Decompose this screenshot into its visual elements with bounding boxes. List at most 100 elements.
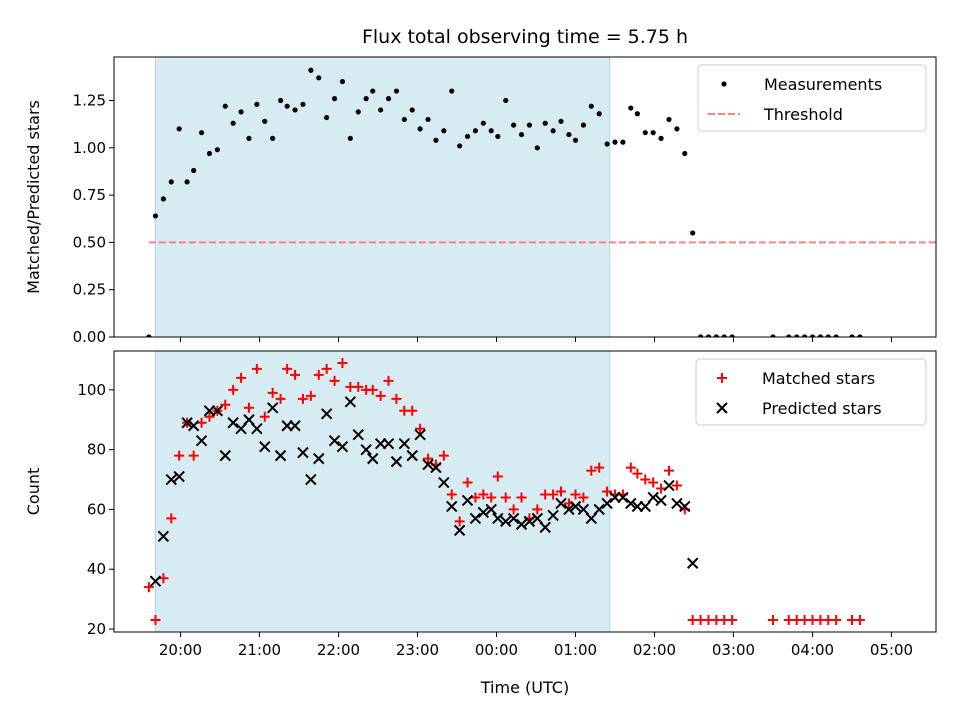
- data-point: [697, 334, 704, 337]
- data-point: [166, 513, 177, 524]
- data-point: [515, 518, 528, 531]
- data-point: [433, 137, 439, 143]
- x-tick-label: 01:00: [554, 641, 597, 659]
- data-point: [195, 434, 208, 447]
- data-point: [464, 133, 471, 140]
- data-point: [531, 512, 544, 525]
- y-tick-label: 1.00: [73, 139, 106, 157]
- legend-swatch: [721, 81, 727, 87]
- data-point: [477, 506, 490, 519]
- data-point: [511, 122, 517, 128]
- data-point: [168, 179, 174, 185]
- data-point: [690, 230, 696, 236]
- data-point: [383, 375, 394, 386]
- data-point: [570, 489, 581, 500]
- data-point: [648, 477, 659, 488]
- data-point: [414, 428, 426, 441]
- data-point: [152, 213, 159, 219]
- data-point: [423, 453, 434, 464]
- data-point: [243, 402, 254, 413]
- data-point: [438, 450, 449, 461]
- x-tick-label: 00:00: [475, 641, 518, 659]
- data-point: [492, 471, 503, 482]
- legend-box: [697, 64, 927, 132]
- data-point: [601, 497, 613, 510]
- data-point: [500, 515, 512, 528]
- data-point: [158, 573, 169, 584]
- data-point: [503, 97, 509, 104]
- plot-frame: [113, 350, 937, 633]
- data-point: [480, 120, 486, 126]
- data-point: [577, 503, 590, 516]
- data-point: [602, 486, 613, 497]
- data-point: [308, 67, 314, 73]
- data-point: [639, 500, 651, 513]
- data-point: [831, 615, 842, 626]
- data-point: [367, 384, 378, 395]
- data-point: [401, 116, 407, 123]
- data-point: [422, 458, 434, 471]
- x-tick-label: 23:00: [396, 641, 439, 659]
- data-point: [658, 135, 664, 141]
- data-point: [393, 88, 400, 94]
- legend-label: Measurements: [764, 75, 882, 94]
- data-point: [555, 497, 567, 510]
- data-point: [849, 334, 855, 337]
- data-point: [289, 420, 301, 432]
- data-point: [150, 615, 161, 626]
- data-point: [220, 399, 231, 410]
- chart-title: Flux total observing time = 5.75 h: [362, 26, 688, 48]
- x-tick-label: 22:00: [317, 641, 360, 659]
- data-point: [625, 497, 637, 510]
- data-point: [339, 78, 346, 85]
- data-point: [198, 130, 205, 136]
- data-point: [563, 503, 575, 516]
- data-point: [486, 492, 497, 503]
- data-point: [770, 334, 776, 337]
- data-point: [617, 491, 629, 504]
- data-point: [594, 462, 605, 473]
- x-tick-label: 04:00: [791, 641, 834, 659]
- data-point: [488, 128, 494, 134]
- data-point: [378, 107, 384, 113]
- data-point: [572, 137, 579, 143]
- data-point: [705, 334, 712, 337]
- data-point: [324, 114, 330, 121]
- data-point: [542, 120, 548, 126]
- data-point: [360, 443, 372, 456]
- data-point: [438, 476, 450, 489]
- data-point: [275, 393, 286, 404]
- data-point: [558, 118, 564, 124]
- data-point: [547, 509, 559, 522]
- y-tick-label: 0.25: [73, 281, 106, 299]
- data-point: [352, 428, 364, 441]
- data-point: [228, 384, 239, 395]
- data-point: [825, 334, 831, 337]
- plot-frame: [113, 56, 937, 338]
- y-tick-label: 0.00: [73, 328, 106, 346]
- data-point: [485, 503, 497, 516]
- data-point: [679, 500, 691, 513]
- data-point: [282, 363, 293, 374]
- data-point: [305, 473, 317, 486]
- data-point: [457, 143, 463, 149]
- data-point: [297, 393, 308, 404]
- data-point: [628, 105, 634, 111]
- data-point: [270, 135, 276, 141]
- data-point: [507, 512, 520, 525]
- data-point: [188, 450, 199, 461]
- x-tick-label: 03:00: [712, 641, 755, 659]
- data-point: [143, 582, 154, 593]
- data-point: [578, 492, 589, 503]
- data-point: [802, 334, 808, 337]
- data-point: [663, 479, 675, 492]
- data-point: [277, 97, 284, 104]
- data-point: [370, 88, 376, 94]
- data-point: [580, 122, 587, 128]
- data-point: [227, 417, 239, 429]
- data-point: [176, 126, 182, 132]
- data-point: [833, 334, 839, 337]
- data-point: [516, 492, 527, 503]
- data-point: [566, 131, 572, 138]
- y-tick-label: 0.50: [73, 233, 106, 251]
